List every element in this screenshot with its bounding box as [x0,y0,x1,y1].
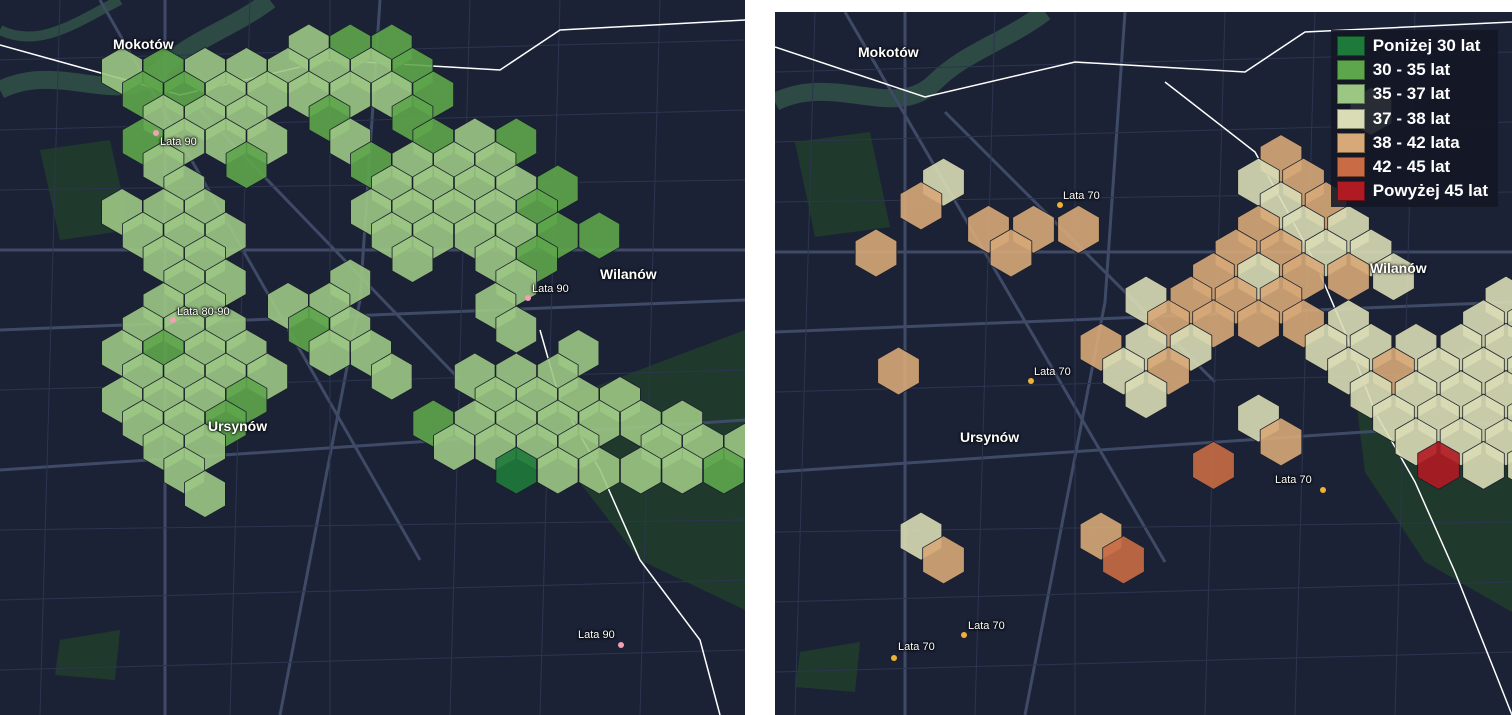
legend-label: 30 - 35 lat [1372,60,1451,80]
legend-swatch [1336,181,1365,202]
annotation-label: Lata 70 [1275,474,1312,486]
hex-tile [854,228,898,278]
legend-label: 35 - 37 lat [1372,84,1451,104]
district-label-mokotow: Mokotów [113,36,174,52]
hex-tile [495,305,537,354]
annotation-label: Lata 90 [160,136,197,148]
annotation-label: Lata 90 [532,283,569,295]
hex-tile [1417,440,1460,490]
annotation-marker [891,655,897,661]
legend-item: 30 - 35 lat [1336,58,1488,82]
legend-swatch [1336,60,1365,81]
legend-label: Poniżej 30 lat [1372,36,1481,56]
map-panel-left[interactable]: Mokotów Ursynów Wilanów Lata 90 Lata 80-… [0,0,745,715]
hex-tile [1124,370,1168,420]
hex-tile [537,446,579,495]
hex-tile [495,446,537,495]
legend-swatch [1336,132,1365,153]
basemap-left [0,0,745,715]
annotation-label: Lata 70 [1063,190,1100,202]
annotation-label: Lata 70 [968,620,1005,632]
legend-item: 37 - 38 lat [1336,107,1488,131]
annotation-marker [1057,202,1063,208]
hex-tile [877,346,920,396]
legend-label: 38 - 42 lata [1372,132,1460,152]
hex-tile [899,181,943,231]
hex-layer-right [854,86,1512,585]
hex-tile [989,228,1033,278]
annotation-label: Lata 80-90 [177,306,230,318]
hex-tile [1507,450,1512,481]
hex-tile [1102,535,1145,585]
annotation-marker [525,295,531,301]
annotation-marker [170,317,176,323]
hex-tile [922,535,965,585]
legend-label: 42 - 45 lat [1372,157,1451,177]
hex-tile [1372,252,1415,302]
annotation-label: Lata 90 [578,629,615,641]
legend-swatch [1336,84,1365,105]
hex-layer-left [101,23,745,518]
legend-swatch [1336,157,1365,178]
legend-item: 38 - 42 lata [1336,131,1488,155]
legend-label: Powyżej 45 lat [1372,181,1488,201]
basemap-right [775,12,1512,715]
legend-item: Powyżej 45 lat [1336,179,1488,203]
annotation-marker [1320,487,1326,493]
annotation-marker [961,632,967,638]
annotation-label: Lata 70 [1034,366,1071,378]
river-2 [0,0,123,42]
hex-tile [578,446,620,495]
hex-tile [703,446,745,495]
legend-item: 35 - 37 lat [1336,82,1488,106]
district-label-mokotow: Mokotów [858,44,919,60]
legend-swatch [1336,36,1365,57]
hex-tile [620,446,662,495]
annotation-label: Lata 70 [898,641,935,653]
legend: Poniżej 30 lat 30 - 35 lat 35 - 37 lat 3… [1330,30,1498,208]
legend-swatch [1336,108,1365,129]
annotation-marker [153,130,159,136]
hex-tile [370,352,413,401]
annotation-marker [618,642,624,648]
hex-tile [184,470,226,518]
annotation-marker [1028,378,1034,384]
hex-tile [1237,299,1280,349]
hex-tile [433,423,475,471]
legend-item: 42 - 45 lat [1336,155,1488,179]
hex-tile [1259,417,1303,467]
district-label-wilanow: Wilanów [1370,260,1427,276]
hex-tile [1462,440,1505,490]
hex-tile [1057,204,1100,254]
legend-label: 37 - 38 lat [1372,108,1451,128]
river [775,12,1051,111]
hex-tile [391,235,434,283]
legend-item: Poniżej 30 lat [1336,34,1488,58]
hex-tile [661,446,703,495]
district-label-ursynow: Ursynów [208,418,268,434]
district-label-wilanow: Wilanów [600,266,657,282]
hex-tile [578,211,620,260]
hex-tile [1192,440,1235,490]
hex-tile [308,329,351,377]
district-label-ursynow: Ursynów [960,429,1020,445]
hex-tile [225,141,268,189]
map-panel-right[interactable]: Mokotów Ursynów Wilanów Lata 70 Lata 70 … [775,12,1512,715]
hex-tile [1327,252,1370,302]
